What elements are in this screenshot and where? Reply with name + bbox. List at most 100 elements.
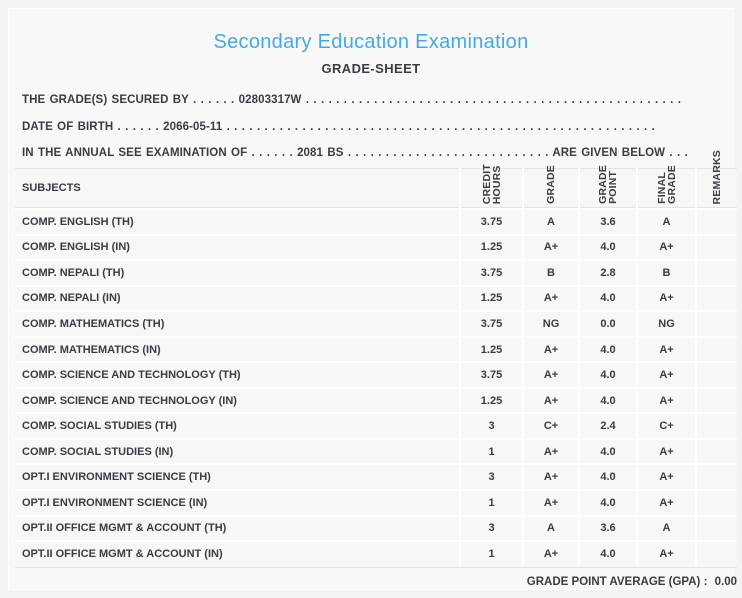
grade-point-cell: 4.0 <box>580 235 636 260</box>
credit-hours-cell: 3.75 <box>461 363 522 387</box>
remarks-cell <box>697 363 737 387</box>
final-grade-cell: B <box>638 261 695 285</box>
dots: . . . . . . <box>251 147 293 159</box>
subject-cell: COMP. SCIENCE AND TECHNOLOGY (IN) <box>15 388 459 413</box>
subject-cell: OPT.I ENVIRONMENT SCIENCE (IN) <box>15 491 459 515</box>
column-header-final-grade: FINAL GRADE <box>638 165 695 208</box>
credit-hours-cell: 1.25 <box>461 337 522 362</box>
grade-cell: B <box>524 261 578 285</box>
gpa-summary: GRADE POINT AVERAGE (GPA) : 0.00 <box>15 576 737 588</box>
subject-cell: COMP. ENGLISH (TH) <box>15 210 459 234</box>
grade-point-cell: 4.0 <box>580 337 636 362</box>
vertical-header-text: GRADE <box>545 165 557 204</box>
info-line-secured-by: THE GRADE(S) SECURED BY . . . . . . 0280… <box>22 94 728 106</box>
grade-point-cell: 4.0 <box>580 465 636 490</box>
final-grade-cell: A+ <box>638 439 695 464</box>
credit-hours-cell: 1.25 <box>461 235 522 260</box>
remarks-cell <box>697 414 737 438</box>
vertical-header-text: FINAL GRADE <box>655 165 678 204</box>
subject-cell: COMP. SCIENCE AND TECHNOLOGY (TH) <box>15 363 459 387</box>
dots: . . . . . . <box>117 121 159 133</box>
grades-table: SUBJECTS CREDIT HOURS GRADE GRADE POINT … <box>15 150 737 566</box>
grade-cell: A <box>524 516 578 541</box>
subject-cell: COMP. NEPALI (TH) <box>15 261 459 285</box>
remarks-cell <box>697 542 737 566</box>
final-grade-cell: A <box>638 210 695 234</box>
final-grade-cell: A+ <box>638 542 695 566</box>
subject-cell: COMP. NEPALI (IN) <box>15 286 459 311</box>
remarks-cell <box>697 465 737 490</box>
subject-cell: COMP. MATHEMATICS (TH) <box>15 312 459 336</box>
credit-hours-cell: 3 <box>461 465 522 490</box>
final-grade-cell: NG <box>638 312 695 336</box>
grade-cell: A+ <box>524 465 578 490</box>
grade-sheet-subtitle: GRADE-SHEET <box>321 61 421 76</box>
info-line-exam-year: IN THE ANNUAL SEE EXAMINATION OF . . . .… <box>22 147 728 159</box>
final-grade-cell: A+ <box>638 491 695 515</box>
credit-hours-cell: 3.75 <box>461 210 522 234</box>
grade-point-cell: 4.0 <box>580 491 636 515</box>
vertical-header-text: REMARKS <box>711 149 723 205</box>
remarks-cell <box>697 286 737 311</box>
subject-cell: OPT.II OFFICE MGMT & ACCOUNT (TH) <box>15 516 459 541</box>
credit-hours-cell: 1 <box>461 491 522 515</box>
dots: . . . . . . . . . . . . . . . . . . . . … <box>305 94 682 106</box>
info-label: THE GRADE(S) SECURED BY <box>22 94 189 106</box>
remarks-cell <box>697 235 737 260</box>
grade-cell: A+ <box>524 235 578 260</box>
subject-cell: OPT.I ENVIRONMENT SCIENCE (TH) <box>15 465 459 490</box>
column-header-remarks: REMARKS <box>697 150 737 208</box>
symbol-number-value: 02803317W <box>238 94 302 106</box>
credit-hours-cell: 1 <box>461 542 522 566</box>
grade-cell: NG <box>524 312 578 336</box>
final-grade-cell: A+ <box>638 363 695 387</box>
info-suffix: ARE GIVEN BELOW . . . <box>552 147 688 159</box>
credit-hours-cell: 1.25 <box>461 388 522 413</box>
final-grade-cell: A+ <box>638 337 695 362</box>
dots: . . . . . . . . . . . . . . . . . . . . … <box>226 121 655 133</box>
grade-cell: A+ <box>524 286 578 311</box>
subject-cell: COMP. SOCIAL STUDIES (IN) <box>15 439 459 464</box>
remarks-cell <box>697 439 737 464</box>
vertical-header-text: CREDIT HOURS <box>480 163 503 204</box>
info-line-date-of-birth: DATE OF BIRTH . . . . . . 2066-05-11 . .… <box>22 121 728 133</box>
subject-cell: COMP. SOCIAL STUDIES (TH) <box>15 414 459 438</box>
credit-hours-cell: 3.75 <box>461 261 522 285</box>
final-grade-cell: C+ <box>638 414 695 438</box>
vertical-header-text: GRADE POINT <box>597 165 619 204</box>
column-header-credit-hours: CREDIT HOURS <box>461 164 522 208</box>
credit-hours-cell: 3 <box>461 516 522 541</box>
subject-cell: COMP. MATHEMATICS (IN) <box>15 337 459 362</box>
credit-hours-cell: 1 <box>461 439 522 464</box>
grade-point-cell: 4.0 <box>580 286 636 311</box>
final-grade-cell: A+ <box>638 465 695 490</box>
dots: . . . . . . . . . . . . . . . . . . . . … <box>347 147 549 159</box>
grade-point-cell: 4.0 <box>580 388 636 413</box>
grade-point-cell: 3.6 <box>580 516 636 541</box>
grade-cell: A+ <box>524 491 578 515</box>
remarks-cell <box>697 388 737 413</box>
grade-point-cell: 4.0 <box>580 542 636 566</box>
grade-cell: A+ <box>524 337 578 362</box>
grade-cell: A+ <box>524 363 578 387</box>
final-grade-cell: A+ <box>638 286 695 311</box>
grade-point-cell: 4.0 <box>580 439 636 464</box>
dots: . . . . . . <box>193 94 235 106</box>
remarks-cell <box>697 337 737 362</box>
remarks-cell <box>697 491 737 515</box>
credit-hours-cell: 3 <box>461 414 522 438</box>
column-header-grade-point: GRADE POINT <box>580 165 636 208</box>
subject-cell: COMP. ENGLISH (IN) <box>15 235 459 260</box>
credit-hours-cell: 3.75 <box>461 312 522 336</box>
info-label: DATE OF BIRTH <box>22 121 114 133</box>
grade-point-cell: 2.4 <box>580 414 636 438</box>
grade-cell: A+ <box>524 542 578 566</box>
column-header-subjects: SUBJECTS <box>15 168 459 208</box>
footer-divider <box>15 567 737 568</box>
gpa-label: GRADE POINT AVERAGE (GPA) : <box>526 576 708 588</box>
grade-point-cell: 4.0 <box>580 363 636 387</box>
info-label: IN THE ANNUAL SEE EXAMINATION OF <box>22 147 248 159</box>
grade-cell: A+ <box>524 439 578 464</box>
remarks-cell <box>697 210 737 234</box>
